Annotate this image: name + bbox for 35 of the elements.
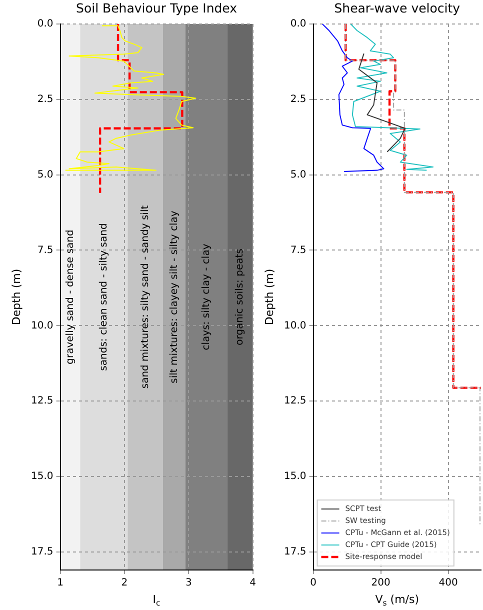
chart-title: Shear-wave velocity xyxy=(334,0,461,16)
x-tick-label: 0 xyxy=(310,578,316,589)
y-tick-label: 7.5 xyxy=(290,244,306,256)
y-tick-label: 12.5 xyxy=(31,396,54,407)
y-axis-title: Depth (m) xyxy=(10,268,23,326)
y-tick-label: 5.0 xyxy=(37,169,54,180)
band-label: sands: clean sand - silty sand xyxy=(98,223,110,371)
x-tick-label: 4 xyxy=(250,578,256,589)
band-label: gravelly sand - dense sand xyxy=(64,230,76,364)
y-tick-label: 2.5 xyxy=(37,94,54,106)
y-tick-label: 0.0 xyxy=(290,18,306,30)
y-tick-label: 17.5 xyxy=(284,546,306,558)
y-axis-title: Depth (m) xyxy=(262,268,276,326)
x-tick-label: 1 xyxy=(57,578,64,589)
x-tick-label: 400 xyxy=(438,578,458,589)
band-label: silt mixtures: clayey silt - silty clay xyxy=(168,210,180,384)
y-tick-label: 15.0 xyxy=(31,471,54,482)
line-series xyxy=(344,24,481,389)
y-tick-label: 2.5 xyxy=(290,94,306,106)
y-tick-label: 0.0 xyxy=(37,18,54,30)
x-tick-label: 200 xyxy=(371,578,390,589)
band-label: organic soils: peats xyxy=(234,248,246,346)
y-tick-label: 5.0 xyxy=(290,169,306,180)
chart-title: Soil Behaviour Type Index xyxy=(76,0,238,16)
band-label: clays: silty clay - clay xyxy=(200,244,212,350)
y-tick-label: 7.5 xyxy=(37,244,54,256)
y-tick-label: 15.0 xyxy=(284,471,306,482)
line-series xyxy=(98,24,184,194)
x-tick-label: 3 xyxy=(185,578,192,589)
y-tick-label: 17.5 xyxy=(31,546,54,558)
y-tick-label: 10.0 xyxy=(284,320,306,332)
y-tick-label: 12.5 xyxy=(284,396,306,407)
y-tick-label: 10.0 xyxy=(31,320,54,332)
x-tick-label: 2 xyxy=(121,578,128,589)
band-label: sand mixtures: silty sand - sandy silt xyxy=(140,205,151,389)
